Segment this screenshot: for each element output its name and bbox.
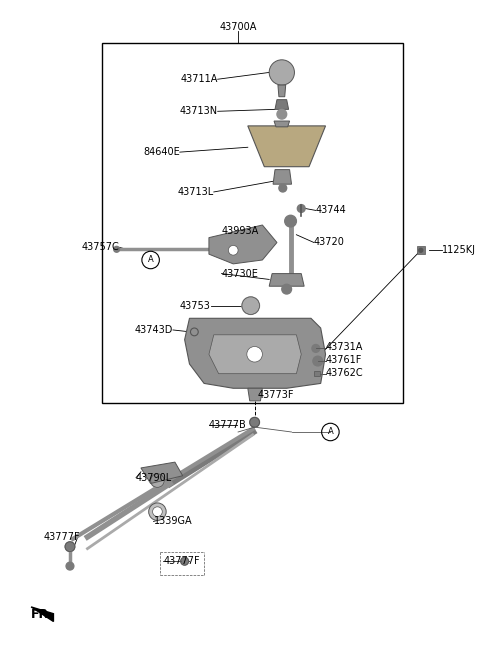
Bar	[417, 246, 425, 254]
Circle shape	[419, 248, 423, 252]
Text: FR.: FR.	[31, 608, 54, 621]
Text: 43711A: 43711A	[180, 74, 217, 84]
Circle shape	[250, 417, 260, 427]
Text: 43993A: 43993A	[222, 226, 259, 236]
Circle shape	[279, 184, 287, 192]
Text: 1339GA: 1339GA	[154, 516, 192, 526]
Polygon shape	[269, 273, 304, 286]
Polygon shape	[248, 388, 263, 401]
Text: 1125KJ: 1125KJ	[442, 245, 476, 256]
Polygon shape	[209, 335, 301, 374]
Circle shape	[181, 557, 189, 565]
Text: 43777F: 43777F	[44, 532, 80, 542]
Text: 43730E: 43730E	[222, 269, 258, 279]
Text: 43713N: 43713N	[180, 106, 217, 116]
Circle shape	[313, 356, 323, 366]
Circle shape	[191, 328, 198, 336]
Bar	[102, 43, 403, 403]
Circle shape	[151, 474, 164, 487]
Polygon shape	[275, 100, 288, 109]
Circle shape	[153, 507, 162, 516]
Circle shape	[298, 204, 305, 212]
Polygon shape	[278, 85, 286, 97]
Text: 43777B: 43777B	[209, 420, 247, 430]
Polygon shape	[248, 126, 325, 167]
Circle shape	[228, 246, 238, 255]
Circle shape	[269, 60, 294, 85]
Circle shape	[247, 346, 263, 362]
Circle shape	[242, 297, 260, 315]
Polygon shape	[141, 462, 183, 484]
Polygon shape	[273, 170, 291, 184]
Circle shape	[66, 562, 74, 570]
Text: 43777F: 43777F	[163, 556, 200, 566]
Text: A: A	[148, 256, 154, 265]
Text: 43757C: 43757C	[82, 242, 120, 252]
Text: 43720: 43720	[314, 237, 345, 248]
Polygon shape	[31, 607, 53, 622]
Text: 43731A: 43731A	[325, 342, 363, 352]
Circle shape	[285, 215, 296, 227]
Text: 43700A: 43700A	[219, 22, 257, 32]
Circle shape	[242, 297, 260, 315]
Text: 43773F: 43773F	[257, 390, 294, 400]
Circle shape	[114, 246, 120, 252]
Text: 43744: 43744	[316, 206, 347, 215]
Bar	[314, 371, 320, 376]
Circle shape	[312, 344, 320, 352]
Text: 43713L: 43713L	[178, 187, 214, 197]
Polygon shape	[209, 225, 277, 264]
Circle shape	[149, 503, 166, 520]
Text: 43790L: 43790L	[136, 472, 172, 483]
Circle shape	[282, 284, 291, 294]
Text: A: A	[327, 428, 333, 436]
Circle shape	[65, 542, 75, 551]
Polygon shape	[274, 121, 289, 127]
Text: 84640E: 84640E	[143, 147, 180, 157]
Text: 43761F: 43761F	[325, 355, 362, 365]
Text: 43753: 43753	[180, 301, 211, 311]
Text: 43762C: 43762C	[325, 368, 363, 378]
Text: 43743D: 43743D	[134, 325, 173, 335]
Polygon shape	[185, 318, 325, 388]
Circle shape	[286, 275, 295, 284]
Circle shape	[277, 109, 287, 119]
